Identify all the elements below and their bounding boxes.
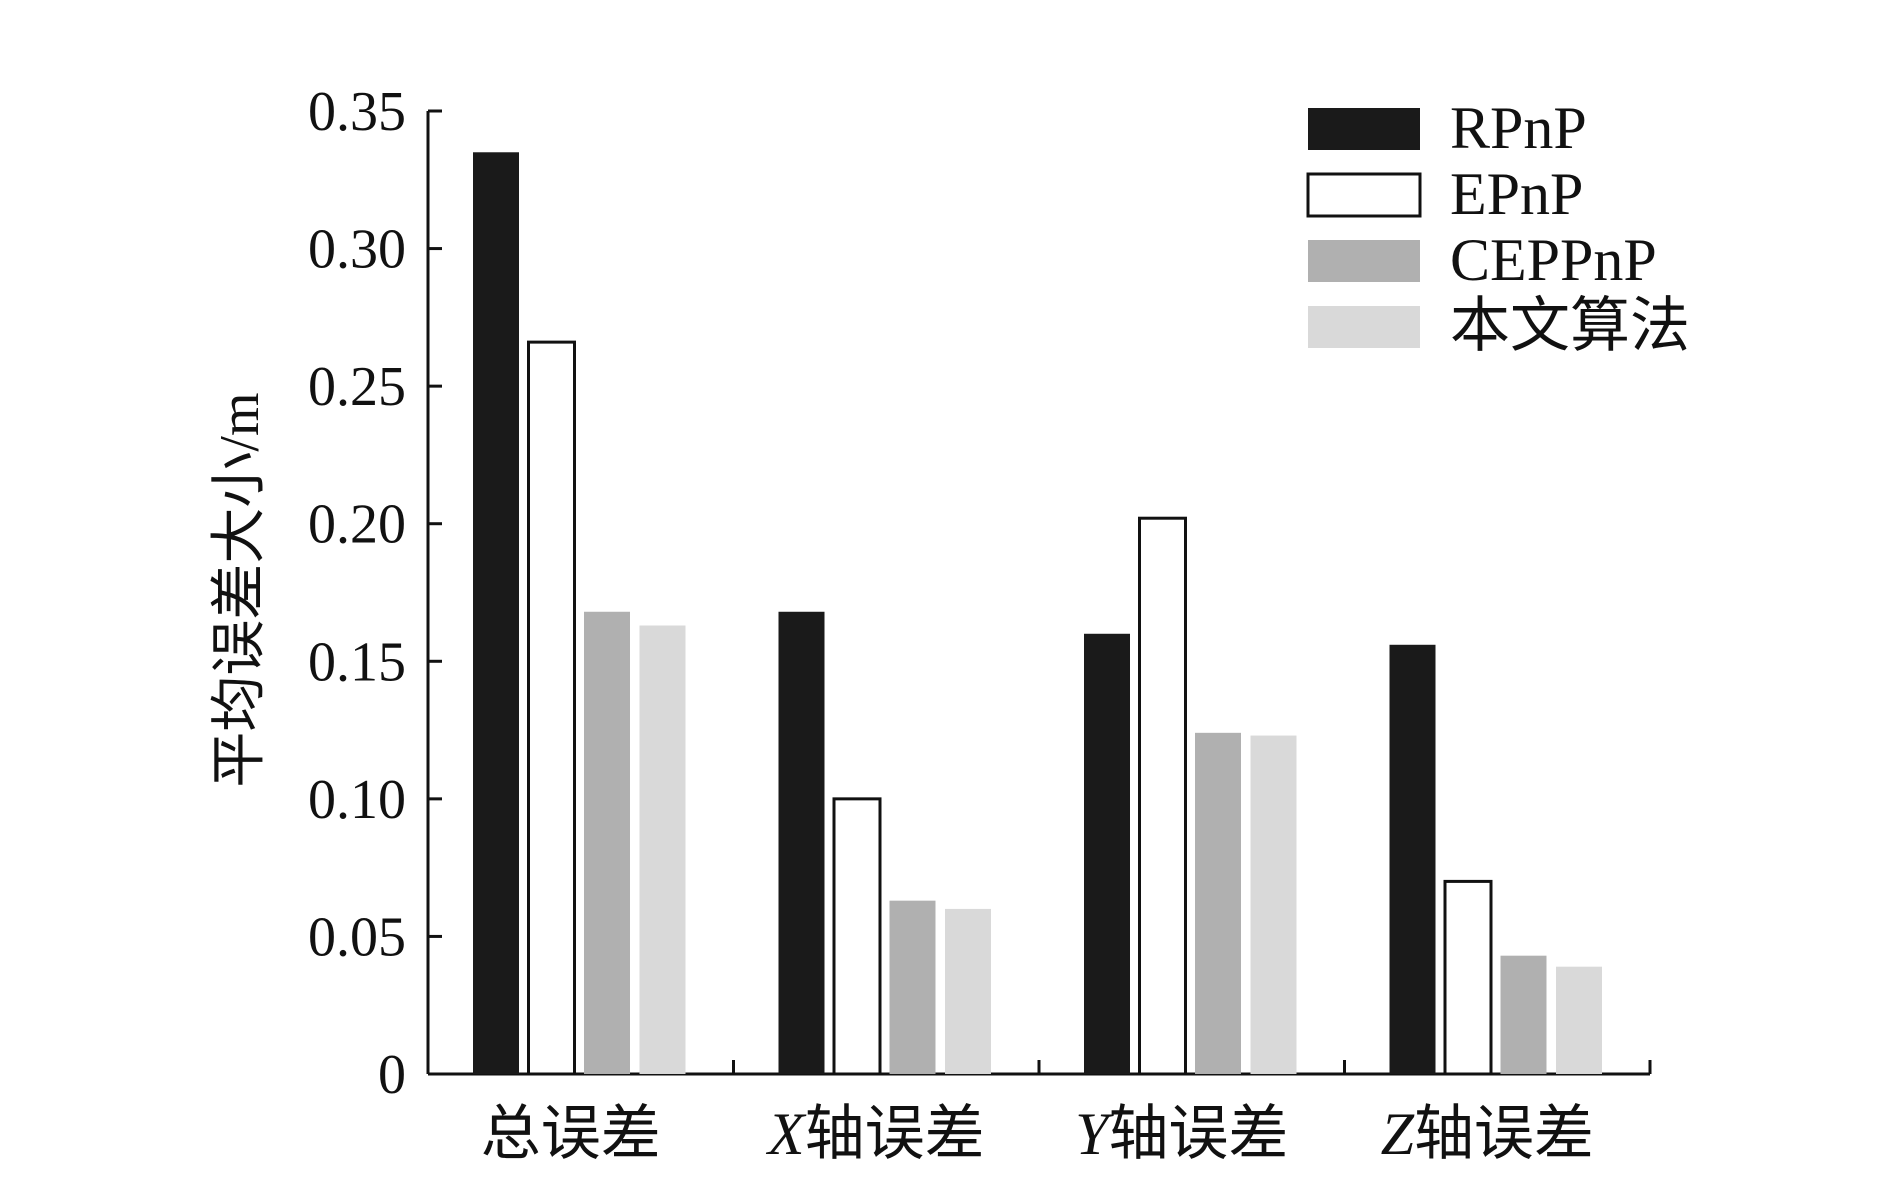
legend-swatch-3 <box>1308 306 1420 348</box>
y-axis: 0 0.05 0.10 0.15 0.20 0.25 0.30 0.35 <box>308 81 442 1106</box>
y-axis-title: 平均误差大小/m <box>209 392 271 787</box>
bar-RPnP-1 <box>778 611 825 1074</box>
bar-CEPPnP-3 <box>1500 955 1547 1074</box>
y-tick-label: 0.05 <box>308 906 406 968</box>
y-tick-label: 0.30 <box>308 219 406 281</box>
bar-RPnP-2 <box>1084 633 1130 1074</box>
legend-swatch-1 <box>1306 172 1422 218</box>
bar-EPnP-2 <box>1138 516 1187 1076</box>
bar-RPnP-3 <box>1389 644 1436 1074</box>
bars <box>473 152 1602 1076</box>
y-tick-label: 0 <box>378 1044 406 1106</box>
legend-label-3: 本文算法 <box>1450 293 1690 359</box>
x-category-label: X轴误差 <box>766 1101 985 1167</box>
x-category-label: Z轴误差 <box>1381 1101 1594 1167</box>
bar-本文算法-1 <box>945 908 991 1074</box>
x-category-label: 总误差 <box>481 1101 661 1167</box>
y-tick-label: 0.10 <box>308 769 406 831</box>
bar-EPnP-1 <box>832 797 882 1076</box>
bar-RPnP-0 <box>473 152 519 1074</box>
legend-label-2: CEPPnP <box>1450 227 1657 293</box>
y-tick-label: 0.25 <box>308 356 406 418</box>
y-tick-label: 0.35 <box>308 81 406 143</box>
bar-EPnP-3 <box>1443 879 1493 1076</box>
legend-swatch-2 <box>1308 240 1420 282</box>
y-tick-label: 0.20 <box>308 494 406 556</box>
bar-本文算法-0 <box>639 625 686 1074</box>
x-axis: 总误差 X轴误差 Y轴误差 Z轴误差 <box>428 1060 1652 1167</box>
legend-label-1: EPnP <box>1450 161 1583 227</box>
bar-CEPPnP-0 <box>584 611 630 1074</box>
bar-EPnP-0 <box>527 340 576 1076</box>
legend-label-0: RPnP <box>1450 95 1587 161</box>
bar-本文算法-3 <box>1556 966 1602 1074</box>
x-category-label: Y轴误差 <box>1075 1101 1288 1167</box>
bar-本文算法-2 <box>1250 735 1297 1074</box>
bar-CEPPnP-2 <box>1195 732 1241 1074</box>
y-tick-label: 0.15 <box>308 631 406 693</box>
legend-swatch-0 <box>1308 108 1420 150</box>
bar-CEPPnP-1 <box>889 900 936 1074</box>
